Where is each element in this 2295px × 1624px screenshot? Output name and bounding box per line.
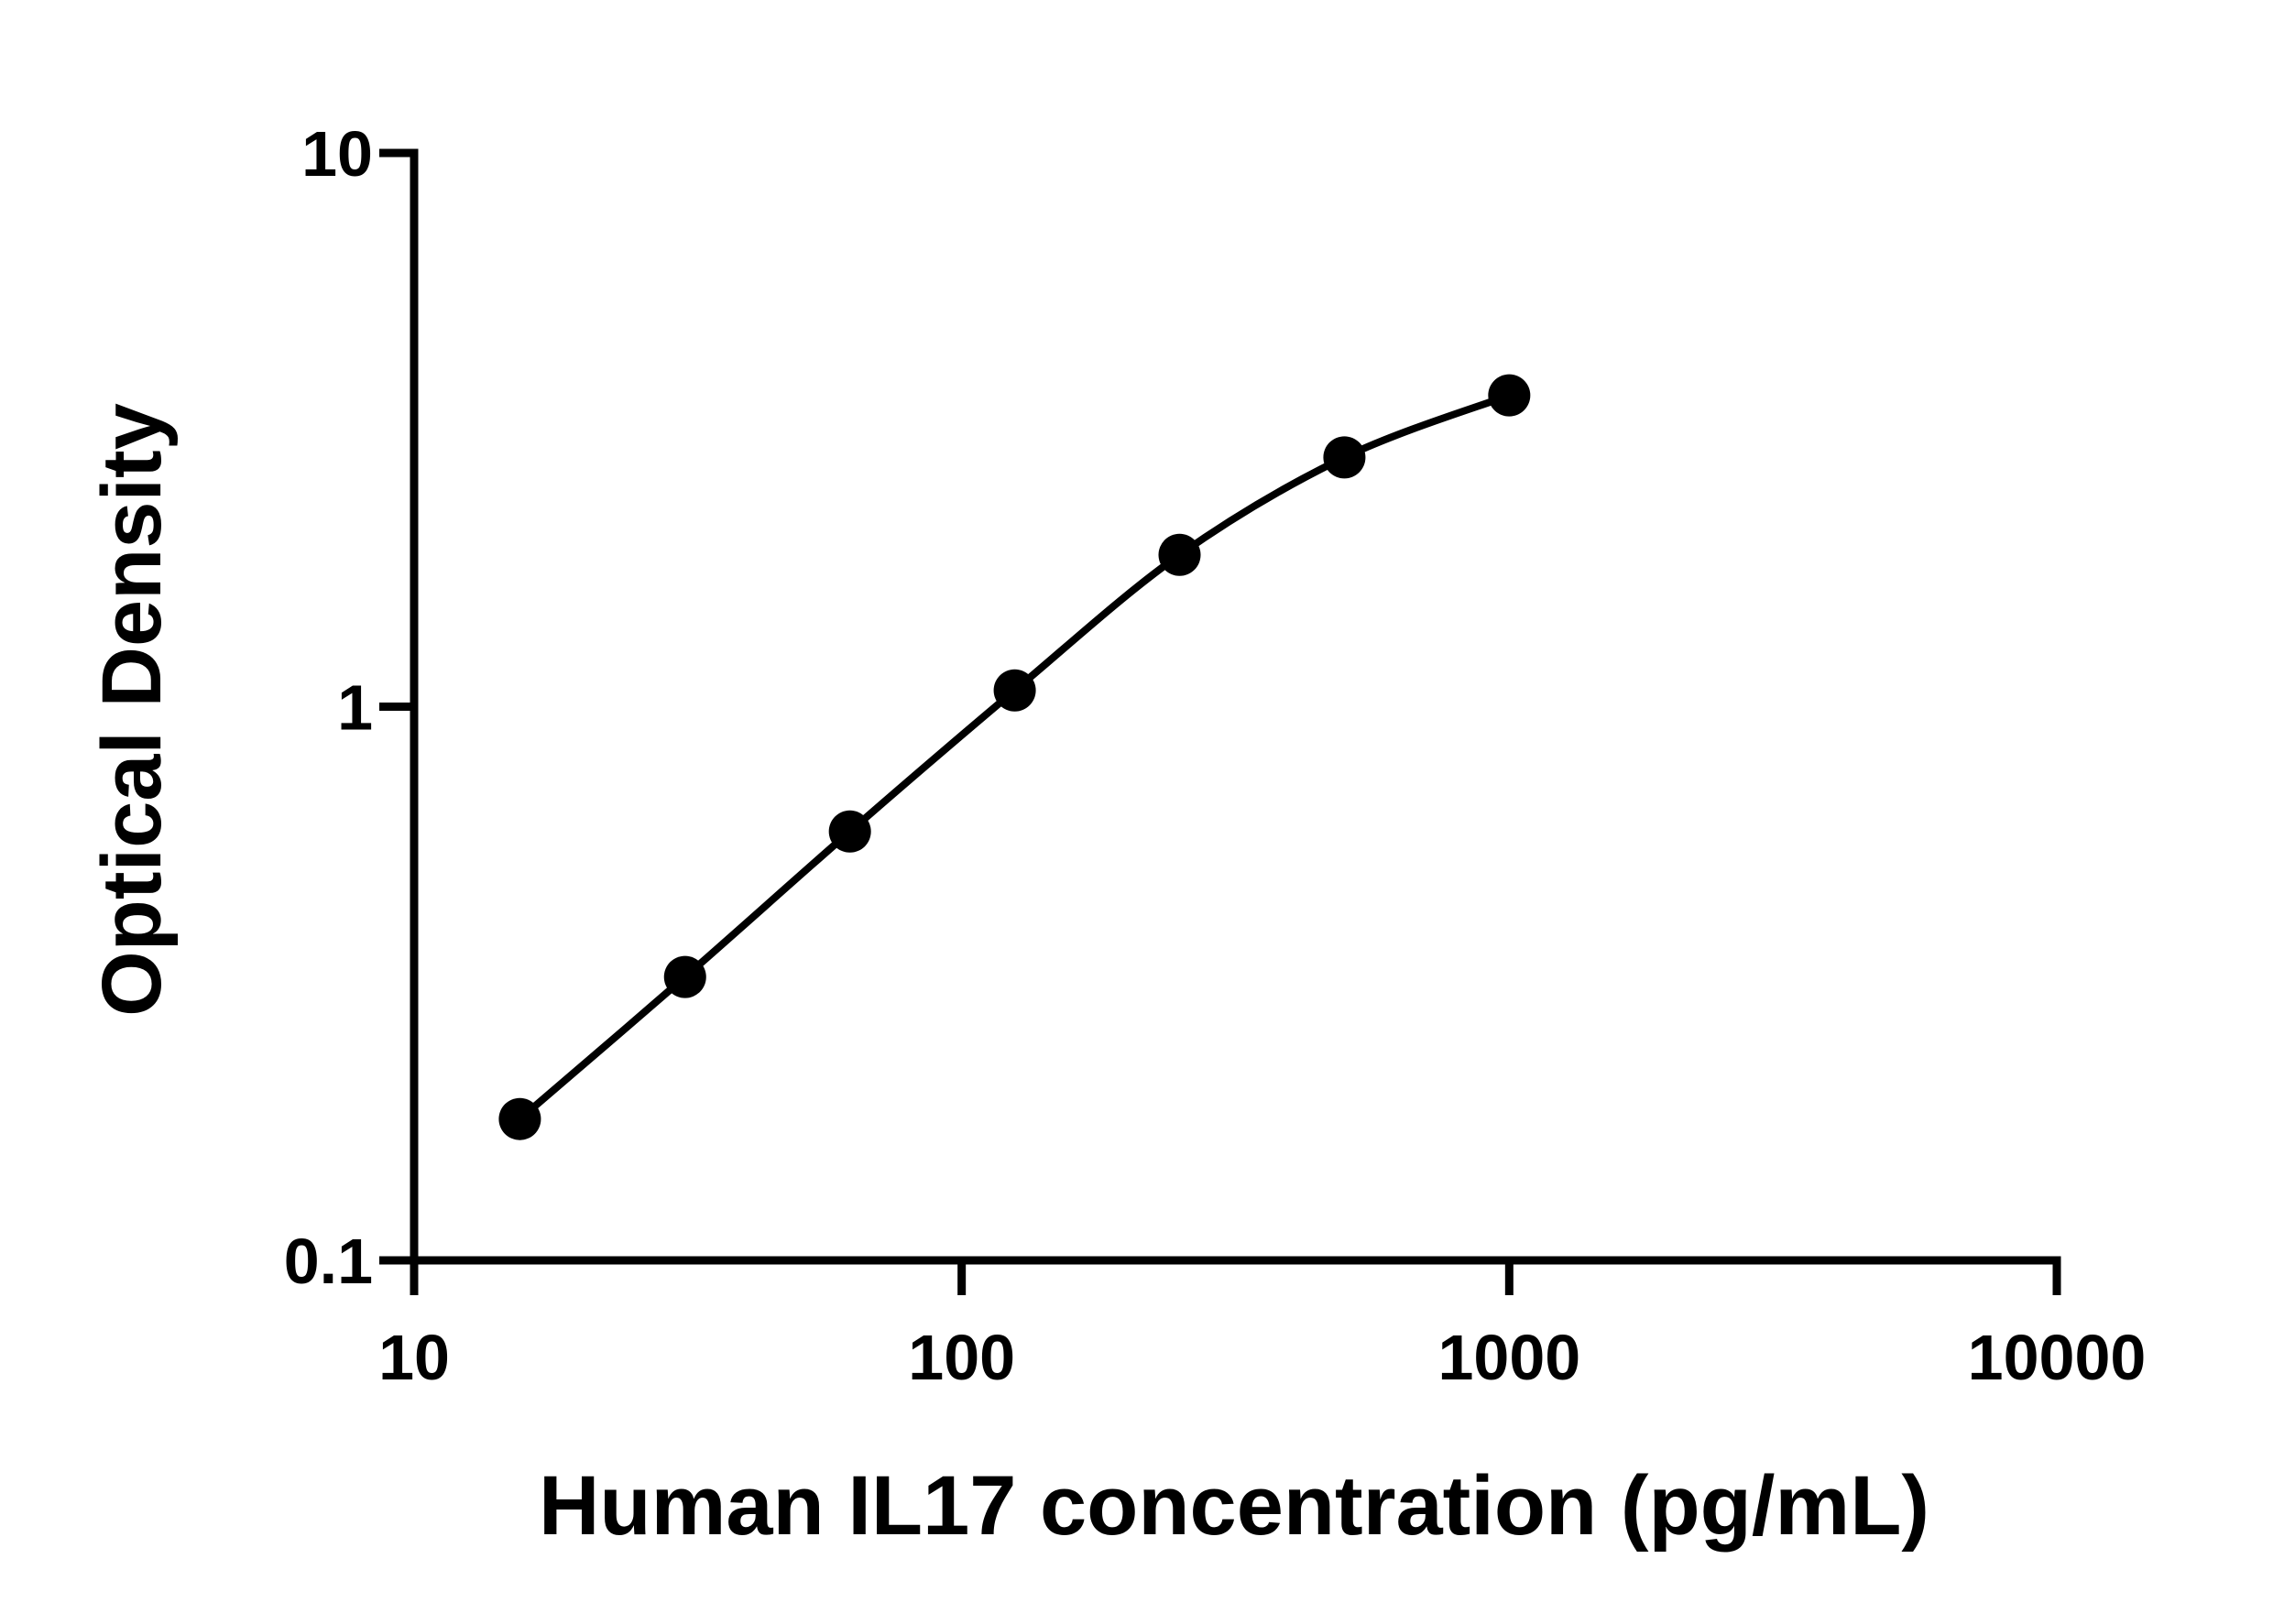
fit-curve-layer xyxy=(517,391,1511,1122)
x-tick-label: 100 xyxy=(908,1322,1015,1393)
x-tick-label: 10000 xyxy=(1968,1322,2147,1393)
data-point xyxy=(828,810,871,853)
fit-curve xyxy=(517,391,1511,1122)
y-axis-ticks: 0.1 1 10 xyxy=(284,118,414,1297)
y-tick-label: 10 xyxy=(301,118,373,190)
data-point xyxy=(993,669,1036,712)
x-tick-label: 1000 xyxy=(1437,1322,1580,1393)
data-point xyxy=(1158,533,1201,576)
y-axis-title: Optical Density xyxy=(85,403,179,1017)
x-tick-label: 10 xyxy=(378,1322,450,1393)
data-point xyxy=(663,955,706,998)
data-point xyxy=(1488,374,1531,417)
x-axis-ticks: 10 100 1000 10000 xyxy=(378,1260,2146,1393)
x-axis-title: Human IL17 concentration (pg/mL) xyxy=(539,1459,1929,1553)
y-tick-label: 1 xyxy=(337,672,373,744)
data-point xyxy=(498,1097,541,1140)
y-tick-label: 0.1 xyxy=(284,1226,373,1297)
axes xyxy=(410,148,2061,1265)
data-points-layer xyxy=(498,374,1531,1140)
data-point xyxy=(1323,436,1366,479)
